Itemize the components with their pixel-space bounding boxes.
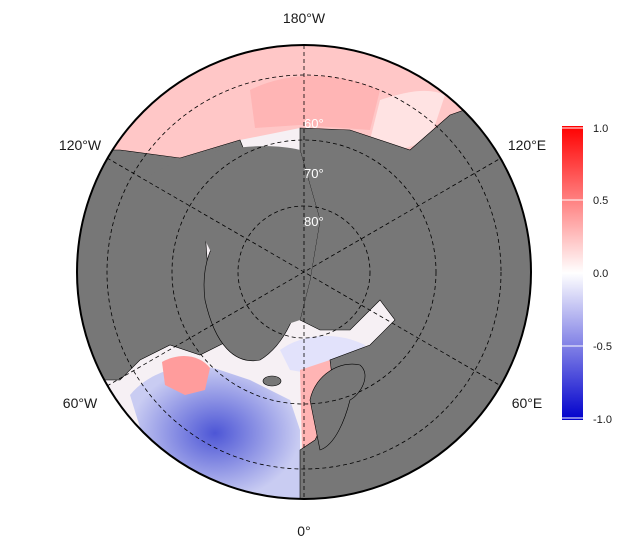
map-border bbox=[76, 44, 532, 500]
graticule bbox=[106, 45, 502, 499]
colorbar-label-1.0: 1.0 bbox=[593, 123, 608, 135]
lat-label-60: 60° bbox=[304, 116, 324, 131]
meridian-120e-60w bbox=[106, 157, 502, 387]
lon-label-120e: 120°E bbox=[508, 137, 546, 153]
colorbar-label-0.5: 0.5 bbox=[593, 195, 608, 207]
lon-label-180w: 180°W bbox=[283, 10, 326, 26]
bering-strong-anomaly bbox=[250, 75, 380, 130]
eurasia-land bbox=[299, 107, 531, 499]
labrador-positive-anomaly bbox=[162, 356, 210, 395]
lon-label-60e: 60°E bbox=[512, 395, 543, 411]
okhotsk-anomaly bbox=[370, 90, 445, 150]
colorbar-label-0.0: 0.0 bbox=[593, 268, 608, 280]
lon-label-120w: 120°W bbox=[59, 137, 102, 153]
colorbar-label--0.5: -0.5 bbox=[593, 341, 612, 353]
lat-label-80: 80° bbox=[304, 214, 324, 229]
arctic-ocean-land-mask bbox=[150, 146, 320, 330]
latitude-circle-70 bbox=[171, 139, 437, 405]
lon-label-60w: 60°W bbox=[63, 395, 98, 411]
iceland-land bbox=[262, 375, 282, 387]
lon-label-0: 0° bbox=[297, 523, 310, 539]
colorbar-label--1.0: -1.0 bbox=[593, 414, 612, 426]
map-disc bbox=[77, 45, 531, 499]
scandinavia-land bbox=[309, 363, 366, 451]
colorbar: 1.0 0.5 0.0 -0.5 -1.0 bbox=[562, 123, 612, 426]
lat-label-70: 70° bbox=[304, 166, 324, 181]
